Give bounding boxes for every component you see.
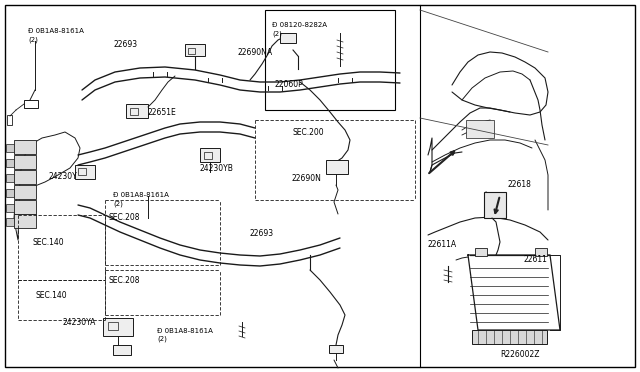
Circle shape xyxy=(236,310,248,322)
Text: (2): (2) xyxy=(157,336,167,343)
Bar xyxy=(6,144,14,152)
Polygon shape xyxy=(14,132,80,240)
Bar xyxy=(108,322,118,330)
Bar xyxy=(14,155,36,169)
Text: Ð 0B1A8-8161A: Ð 0B1A8-8161A xyxy=(28,28,84,34)
Circle shape xyxy=(31,31,39,39)
Polygon shape xyxy=(550,255,560,330)
Text: 22693: 22693 xyxy=(250,229,274,238)
Bar xyxy=(280,33,296,43)
Bar xyxy=(185,44,205,56)
Bar xyxy=(188,48,195,54)
Text: R226002Z: R226002Z xyxy=(500,350,540,359)
Circle shape xyxy=(14,203,24,213)
Bar xyxy=(78,168,86,175)
Bar xyxy=(265,10,395,110)
Bar xyxy=(103,318,133,336)
Text: Ð 08120-8282A: Ð 08120-8282A xyxy=(272,22,327,28)
Text: SEC.208: SEC.208 xyxy=(108,276,140,285)
Bar xyxy=(14,185,36,199)
Circle shape xyxy=(289,69,307,87)
Circle shape xyxy=(14,173,24,183)
Circle shape xyxy=(14,143,24,153)
Bar xyxy=(6,189,14,197)
Text: SEC.140: SEC.140 xyxy=(35,291,67,300)
Circle shape xyxy=(238,312,246,320)
Bar xyxy=(6,174,14,182)
Text: SEC.200: SEC.200 xyxy=(293,128,324,137)
Bar xyxy=(6,204,14,212)
Bar xyxy=(7,115,12,125)
Text: 22060P: 22060P xyxy=(275,80,304,89)
Bar xyxy=(466,120,494,138)
Circle shape xyxy=(142,184,154,196)
Bar xyxy=(14,170,36,184)
Text: 24230YB: 24230YB xyxy=(200,164,234,173)
Text: (2): (2) xyxy=(272,30,282,36)
Circle shape xyxy=(293,73,303,83)
Bar xyxy=(6,218,14,226)
Bar xyxy=(24,100,38,108)
Bar xyxy=(130,108,138,115)
Bar xyxy=(126,104,148,118)
Circle shape xyxy=(303,241,317,255)
Bar xyxy=(200,148,220,162)
Text: (2): (2) xyxy=(113,200,123,206)
Bar xyxy=(14,140,36,154)
Circle shape xyxy=(29,29,41,41)
Bar xyxy=(535,248,547,256)
Circle shape xyxy=(188,69,202,83)
Bar xyxy=(14,200,36,214)
Text: SEC.208: SEC.208 xyxy=(108,213,140,222)
Text: 22618: 22618 xyxy=(508,180,532,189)
Bar xyxy=(472,330,547,344)
Circle shape xyxy=(14,188,24,198)
Circle shape xyxy=(335,23,345,33)
Bar xyxy=(113,345,131,355)
Circle shape xyxy=(337,25,343,31)
Bar xyxy=(14,214,36,228)
Text: 22611A: 22611A xyxy=(428,240,457,249)
Bar xyxy=(484,192,506,218)
Circle shape xyxy=(443,253,453,263)
Text: 22690N: 22690N xyxy=(292,174,322,183)
Circle shape xyxy=(440,250,456,266)
Text: 22611: 22611 xyxy=(524,255,548,264)
Text: 24230YA: 24230YA xyxy=(62,318,95,327)
Text: 22690NA: 22690NA xyxy=(237,48,272,57)
Circle shape xyxy=(14,217,24,227)
Circle shape xyxy=(14,158,24,168)
Bar xyxy=(326,160,348,174)
Bar xyxy=(329,345,343,353)
Bar xyxy=(204,152,212,159)
Text: 22693: 22693 xyxy=(113,40,137,49)
Text: Ð 0B1A8-8161A: Ð 0B1A8-8161A xyxy=(113,192,169,198)
Polygon shape xyxy=(468,255,560,330)
Bar xyxy=(6,159,14,167)
Bar xyxy=(75,165,95,179)
Text: (2): (2) xyxy=(28,36,38,42)
Text: SEC.140: SEC.140 xyxy=(32,238,63,247)
Text: 24230Y: 24230Y xyxy=(48,172,77,181)
Text: 22651E: 22651E xyxy=(148,108,177,117)
Bar xyxy=(475,248,487,256)
Text: Ð 0B1A8-8161A: Ð 0B1A8-8161A xyxy=(157,328,213,334)
